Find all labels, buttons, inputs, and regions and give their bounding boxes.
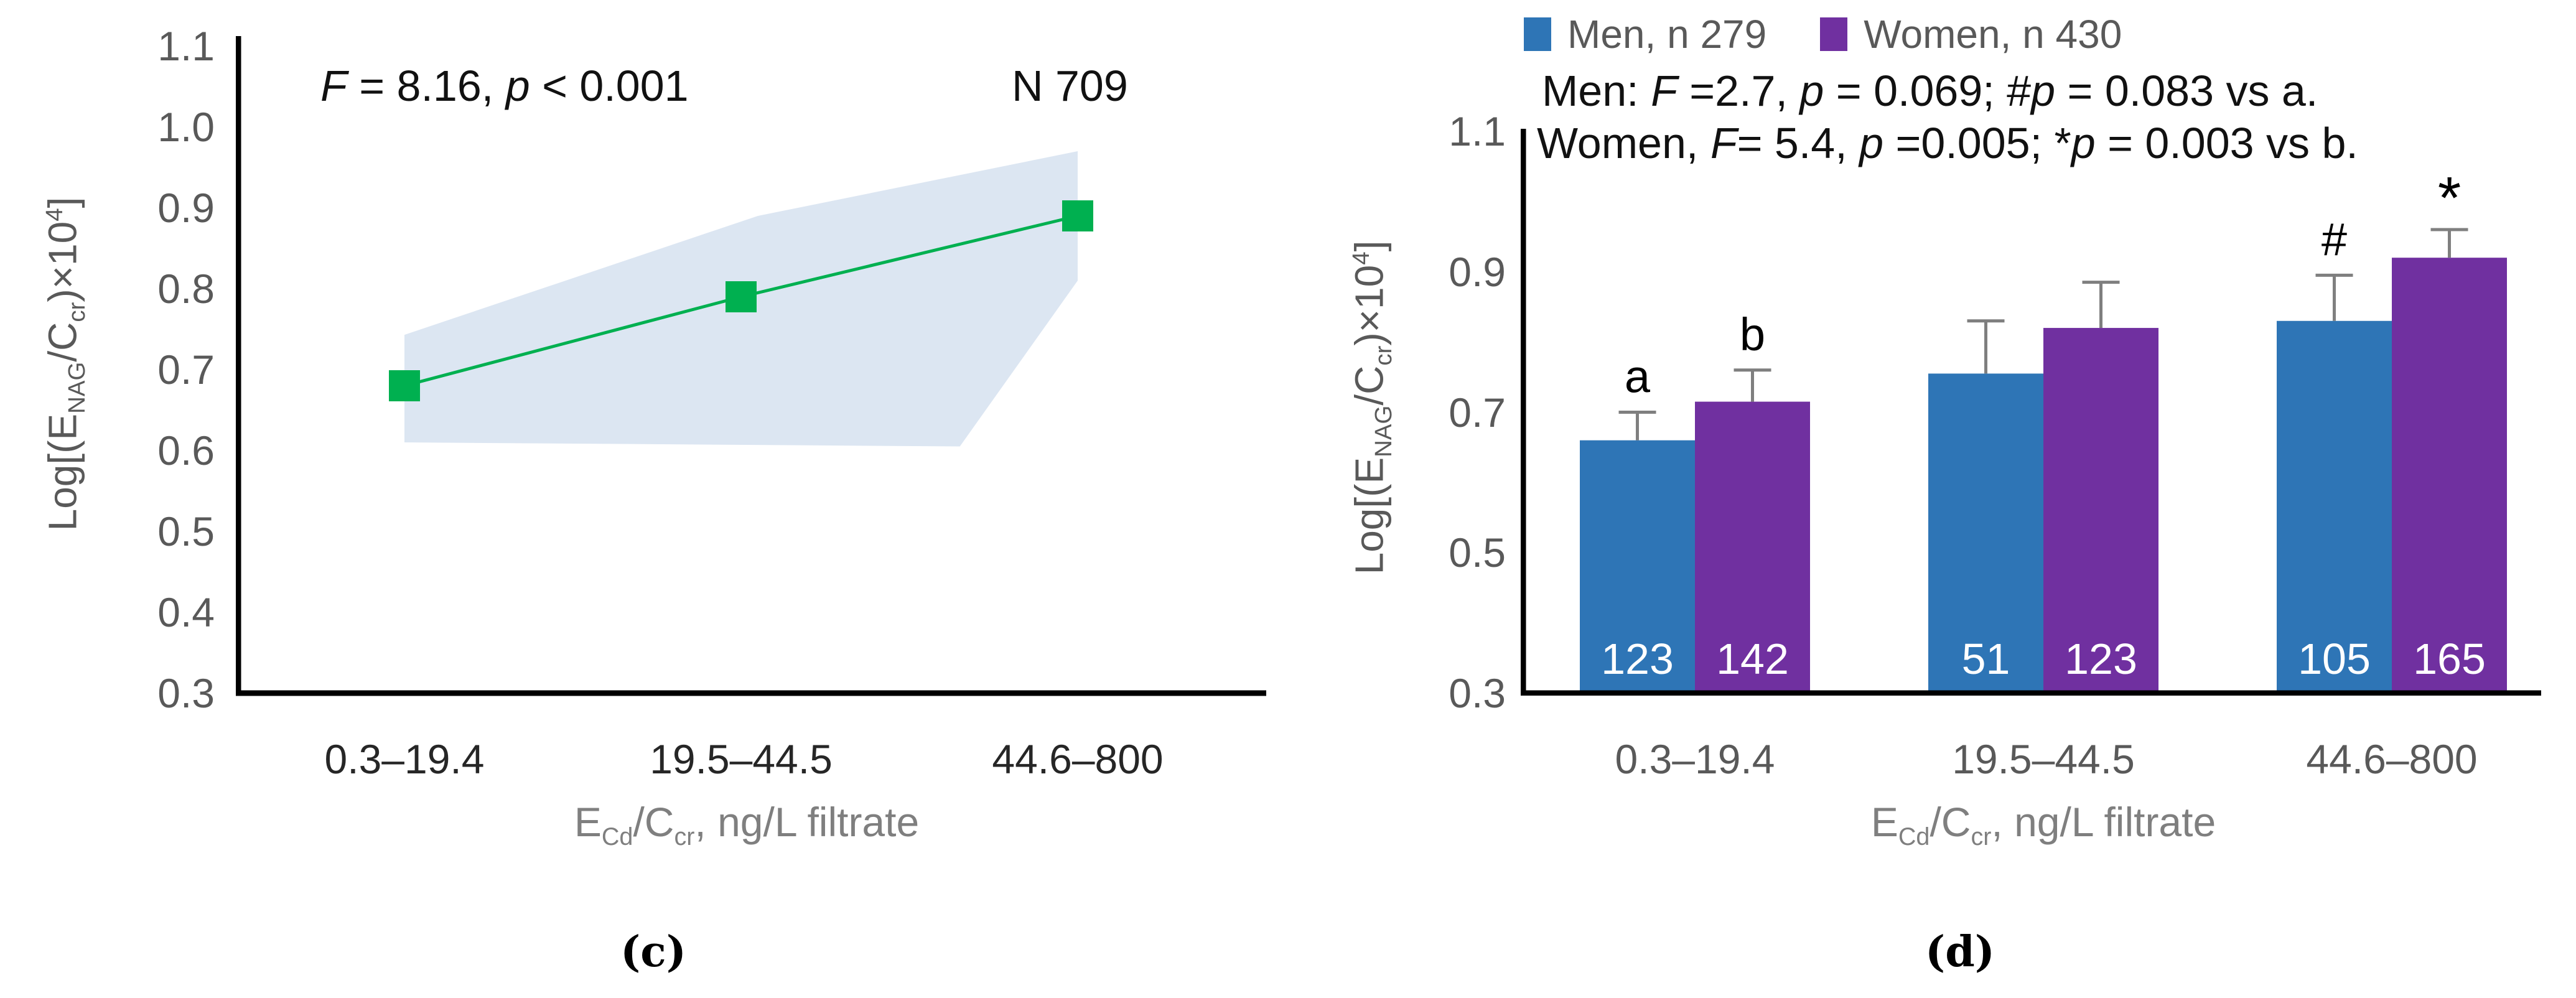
panel-d-x-tick: 44.6–800 (2306, 736, 2478, 782)
panel-c-y-tick: 0.3 (157, 670, 215, 716)
men-bar (1580, 440, 1695, 693)
panel-d-y-tick: 0.3 (1449, 670, 1506, 716)
panel-c-y-tick: 0.8 (157, 266, 215, 312)
women-bar (2392, 258, 2507, 693)
panel-c-stats-annotation: F = 8.16, p < 0.001 (320, 62, 689, 110)
bar-count-label: 142 (1716, 635, 1789, 683)
panel-c-y-tick: 0.7 (157, 347, 215, 393)
panel-c-x-tick: 44.6–800 (992, 736, 1164, 782)
legend-label-men: Men, n 279 (1567, 12, 1767, 57)
panel-d-men-stats-annotation: Men: F =2.7, p = 0.069; #p = 0.083 vs a. (1542, 67, 2318, 115)
bar-count-label: 123 (1601, 635, 1674, 683)
women-bar (1695, 401, 1810, 693)
data-point-marker (726, 281, 757, 312)
panel-c-y-tick: 0.9 (157, 185, 215, 231)
panel-c-y-tick: 0.4 (157, 589, 215, 635)
stat-F-women: F (1710, 119, 1737, 167)
panel-c-x-tick: 19.5–44.5 (650, 736, 833, 782)
panel-d-plot-area: 123 a 51 105 #142 b 123 165 * (1521, 129, 2541, 696)
panel-d-x-tick: 19.5–44.5 (1952, 736, 2135, 782)
panel-c-x-axis-title: ECd/Ccr, ng/L filtrate (574, 799, 920, 851)
significance-mark: a (1625, 351, 1651, 403)
bar-count-label: 123 (2065, 635, 2137, 683)
significance-mark: * (2438, 165, 2461, 231)
legend-item-women: Women, n 430 (1820, 11, 2122, 57)
panel-d-legend: Men, n 279 Women, n 430 (1524, 11, 2122, 57)
men-bar (2277, 320, 2392, 693)
panel-d-y-tick: 0.7 (1449, 389, 1506, 436)
panel-c-y-tick: 0.5 (157, 508, 215, 554)
panel-d-women-stats-annotation: Women, F= 5.4, p =0.005; *p = 0.003 vs b… (1537, 119, 2358, 167)
panel-d-y-tick: 0.5 (1449, 529, 1506, 576)
women-color-swatch (1820, 17, 1848, 51)
x-title-sub-cr: cr (674, 823, 695, 851)
panel-c-x-tick: 0.3–19.4 (324, 736, 485, 782)
bar-count-label: 165 (2413, 635, 2486, 683)
panel-c-n-count: N 709 (1012, 62, 1128, 110)
panel-d-y-axis-title: Log[(ENAG/Ccr)×104] (1346, 240, 1398, 575)
panel-d-y-tick: 1.1 (1449, 108, 1506, 154)
panel-c-y-tick: 1.0 (157, 104, 215, 150)
legend-item-men: Men, n 279 (1524, 11, 1766, 57)
data-point-marker (389, 370, 420, 401)
panel-c-label: (c) (620, 927, 686, 977)
x-title-sub-cd: Cd (601, 823, 633, 851)
panel-c-plot-area (236, 36, 1266, 696)
panel-d-x-axis-title: ECd/Ccr, ng/L filtrate (1870, 799, 2216, 851)
panel-c-y-tick: 0.6 (157, 427, 215, 473)
men-color-swatch (1524, 17, 1551, 51)
significance-mark: b (1740, 309, 1765, 360)
data-point-marker (1062, 200, 1093, 231)
bar-count-label: 51 (1962, 635, 2010, 683)
women-bar (2043, 328, 2158, 693)
stat-F-men: F (1651, 67, 1678, 115)
panel-d-label: (d) (1925, 927, 1995, 977)
stat-p: p (505, 62, 530, 110)
legend-label-women: Women, n 430 (1864, 12, 2122, 57)
stat-F: F (320, 62, 347, 110)
men-bar (1928, 373, 2043, 693)
panel-d-y-tick: 0.9 (1449, 248, 1506, 295)
panel-c-y-tick: 1.1 (157, 23, 215, 69)
panel-d-x-tick: 0.3–19.4 (1615, 736, 1775, 782)
bar-count-label: 105 (2298, 635, 2371, 683)
significance-mark: # (2322, 213, 2347, 265)
